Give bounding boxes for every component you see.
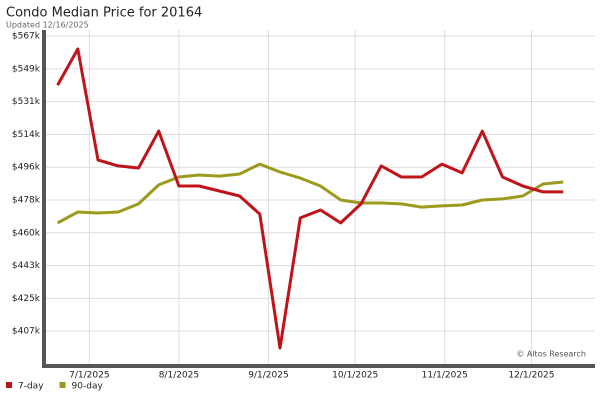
legend-swatch [59,382,66,388]
legend-label: 90-day [72,382,104,392]
y-tick-label: $460k [12,228,41,238]
y-tick-label: $478k [12,196,41,206]
x-tick-label: 8/1/2025 [159,371,199,381]
y-tick-label: $549k [12,64,41,74]
y-axis [42,30,46,368]
x-tick-label: 12/1/2025 [508,371,554,381]
y-tick-label: $567k [12,32,41,42]
chart-subtitle: Updated 12/16/2025 [6,21,89,30]
legend-label: 7-day [18,382,44,392]
y-tick-label: $531k [12,97,41,107]
y-tick-label: $407k [12,327,41,337]
y-tick-label: $425k [12,294,41,304]
x-tick-label: 11/1/2025 [422,371,468,381]
x-axis [42,364,595,368]
chart-title: Condo Median Price for 20164 [6,6,202,21]
x-tick-label: 9/1/2025 [248,371,288,381]
y-tick-label: $514k [12,130,41,140]
line-series [56,47,564,350]
legend-swatch [6,382,12,388]
x-tick-label: 7/1/2025 [69,371,109,381]
y-tick-label: $496k [12,163,41,173]
plot-area [46,30,595,364]
watermark: © Altos Research [516,350,586,359]
y-tick-label: $443k [12,261,41,271]
line-series [56,162,564,225]
x-tick-label: 10/1/2025 [332,371,378,381]
